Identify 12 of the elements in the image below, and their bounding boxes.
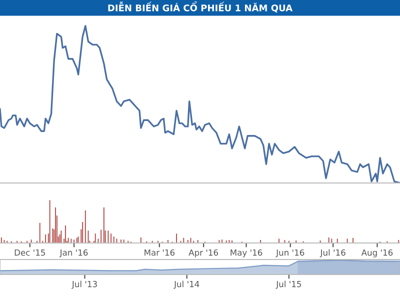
- x-tick-label: Apr '16: [188, 249, 218, 258]
- x-tick-label: Mar '16: [144, 249, 175, 256]
- x-tick-label: May '16: [230, 249, 262, 258]
- chart-title: DIỄN BIẾN GIÁ CỔ PHIẾU 1 NĂM QUA: [108, 1, 293, 13]
- x-tick-label: Jan '16: [59, 249, 88, 258]
- x-tick-label: Dec '15: [14, 250, 45, 256]
- x-tick-label: Jun '16: [276, 249, 304, 258]
- x-tick-label: Jul '15: [276, 280, 302, 289]
- x-tick-label: Jul '14: [174, 280, 200, 289]
- x-tick-label: Jul '16: [320, 249, 346, 258]
- x-tick-label: Jul '13: [72, 280, 97, 289]
- x-tick-label: Aug '16: [361, 249, 393, 258]
